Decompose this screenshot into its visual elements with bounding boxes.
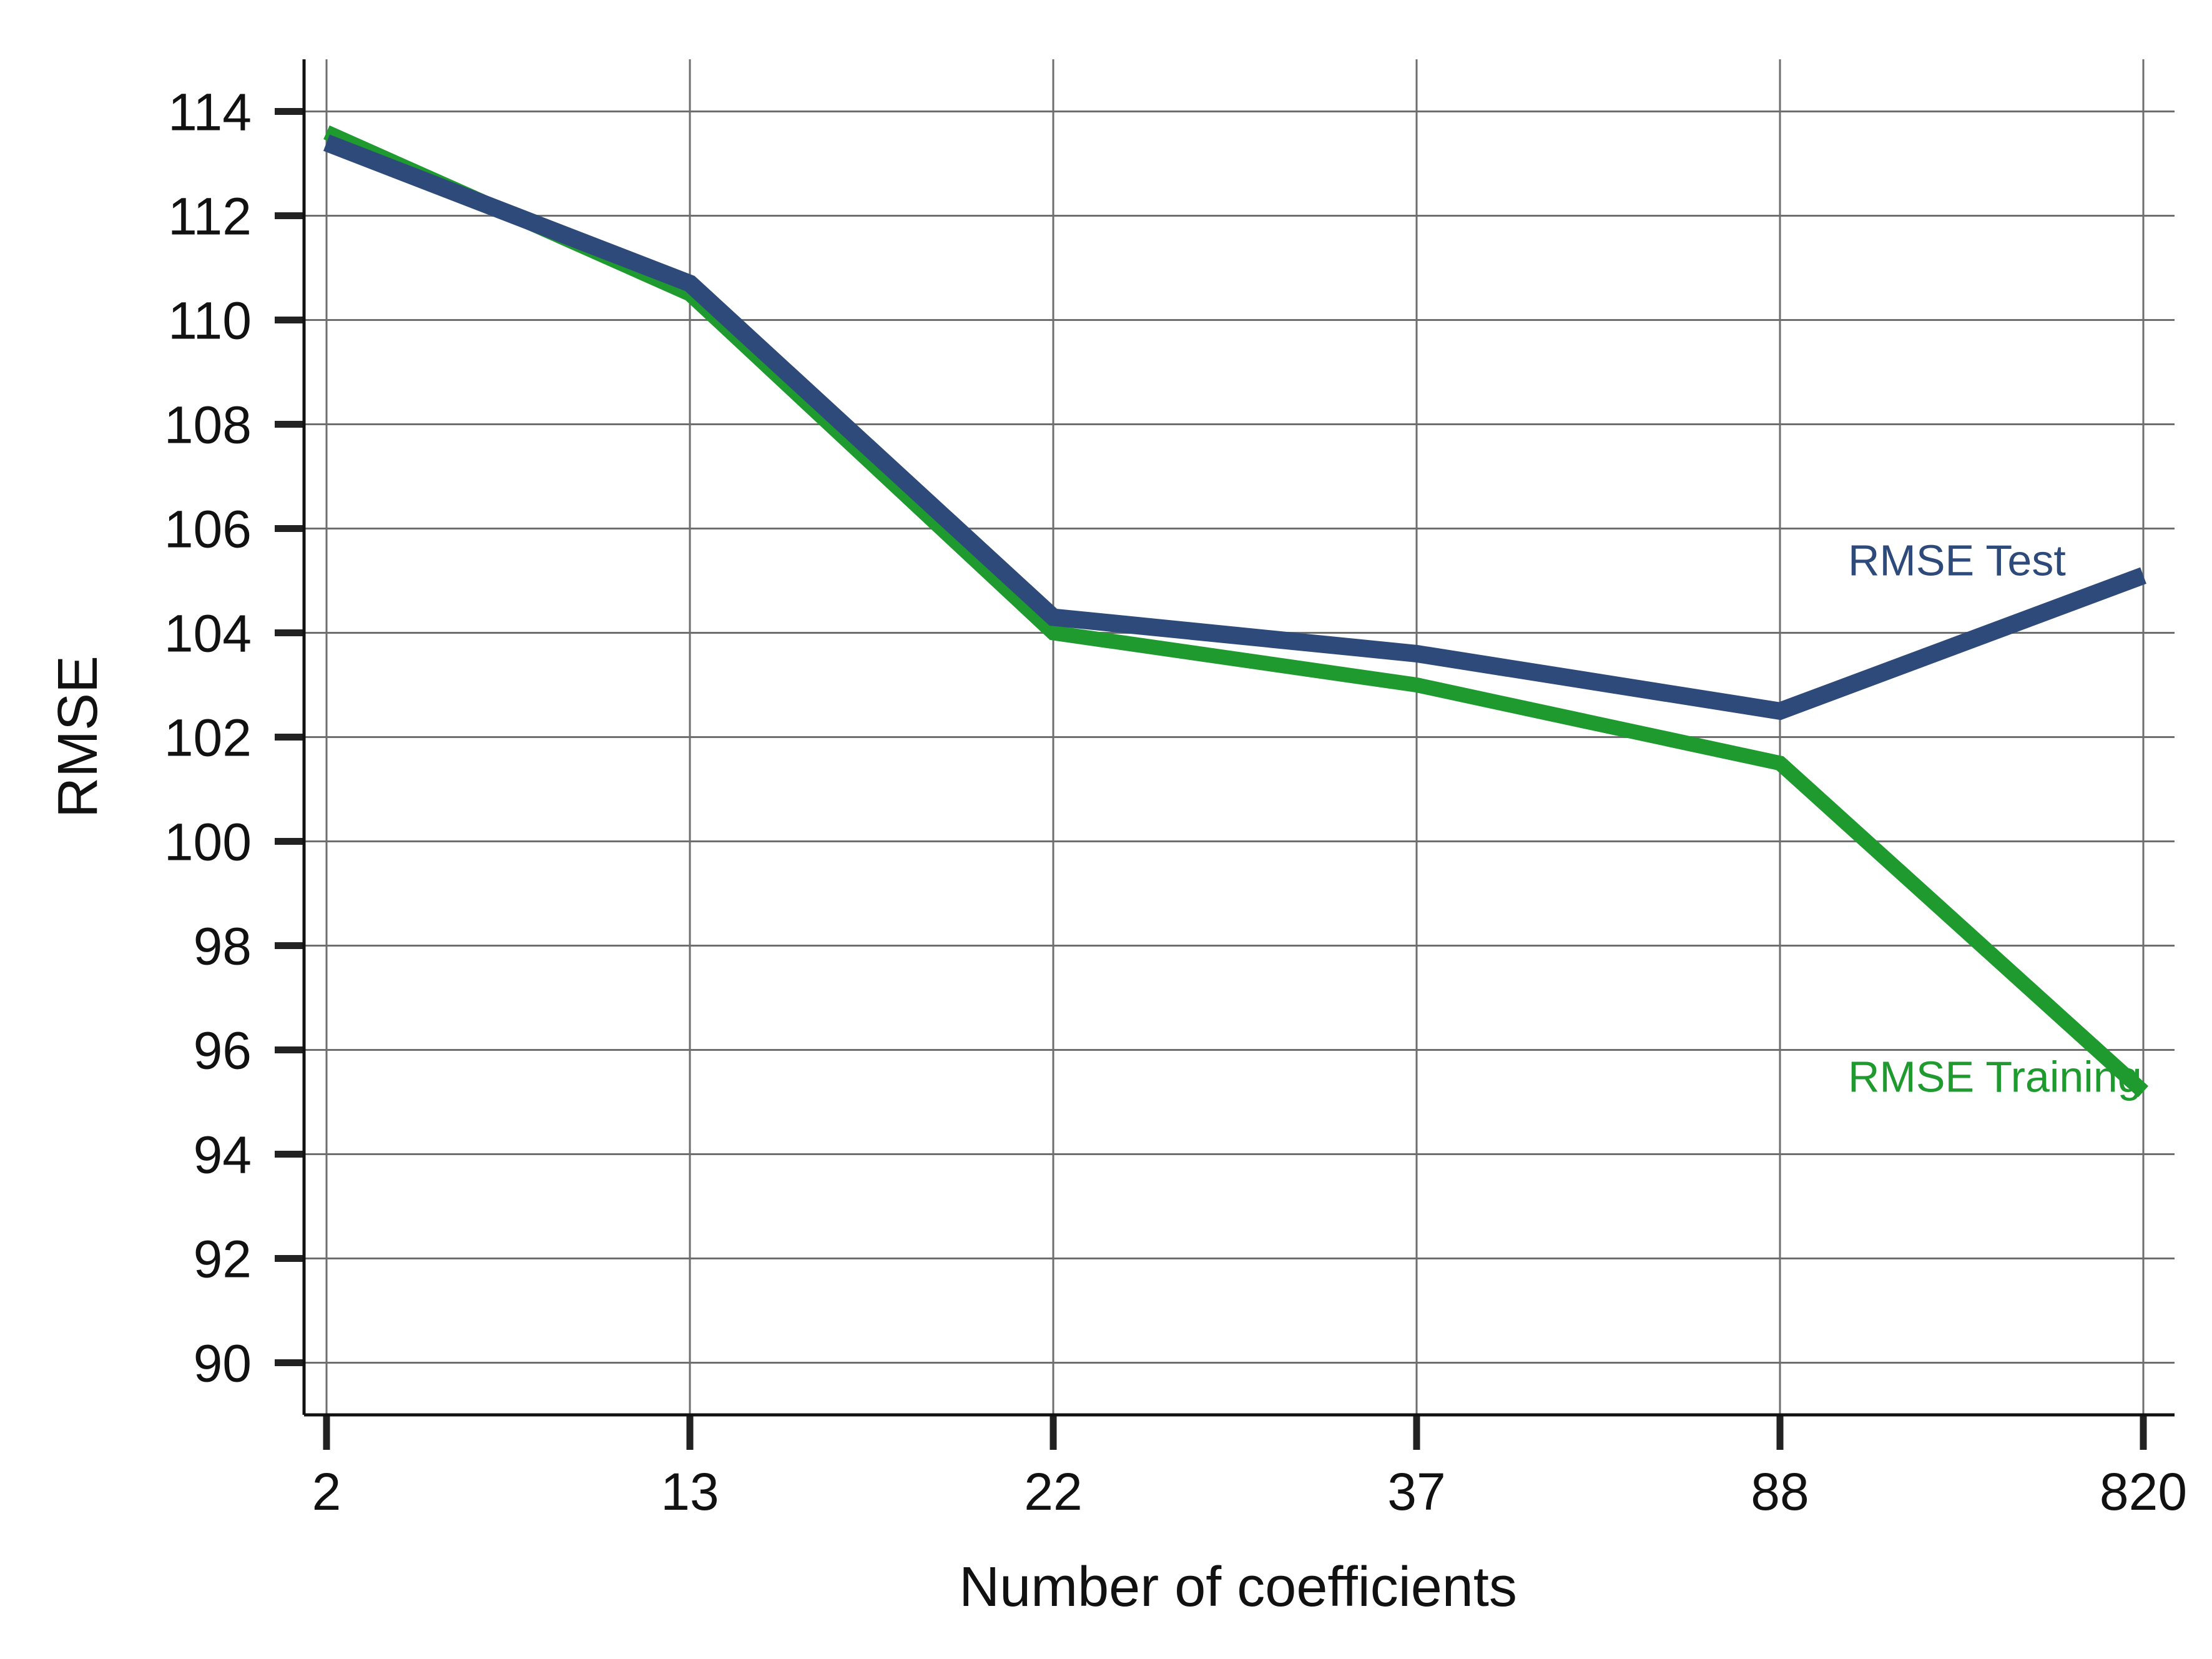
y-tick-label: 96 [194,1021,252,1080]
x-tick-label: 22 [1024,1462,1082,1521]
x-tick-label: 2 [312,1462,342,1521]
axes [275,59,2175,1450]
x-axis-title: Number of coefficients [959,1556,1517,1618]
y-tick-label: 106 [164,500,252,559]
series-label-training: RMSE Training [1848,1052,2142,1101]
y-tick-label: 98 [194,917,252,976]
y-tick-label: 90 [194,1334,252,1393]
series-lines [323,125,2149,1098]
x-tick-label: 88 [1751,1462,1809,1521]
series-label-test: RMSE Test [1848,536,2066,585]
y-tick-label: 110 [168,292,252,350]
y-tick-label: 114 [168,83,252,142]
y-tick-label: 92 [194,1230,252,1289]
y-tick-label: 102 [164,709,252,767]
series-labels: RMSE Training RMSE Test [1848,536,2142,1101]
tick-labels: 90 92 94 96 98 100 102 104 106 108 110 112 114 2 13 22 3… [164,83,2187,1522]
x-tick-label: 13 [661,1462,719,1521]
y-tick-label: 112 [168,187,252,246]
x-tick-label: 37 [1387,1462,1445,1521]
series-line-test [323,134,2146,721]
y-tick-label: 108 [164,396,252,455]
y-tick-label: 94 [194,1126,252,1184]
y-tick-label: 104 [164,604,252,663]
grid [304,59,2175,1415]
x-tick-label: 820 [2100,1462,2187,1521]
y-axis-title: RMSE [47,656,109,818]
series-line-training [323,125,2149,1098]
y-tick-label: 100 [164,813,252,872]
